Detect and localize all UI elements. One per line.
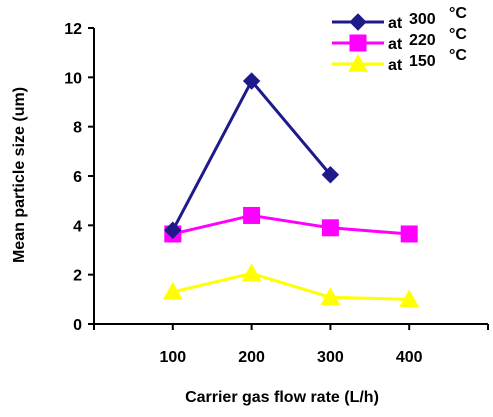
y-tick-label: 0 — [73, 317, 82, 334]
y-axis-title: Mean particle size (um) — [11, 87, 28, 263]
x-axis-title: Carrier gas flow rate (L/h) — [185, 389, 379, 406]
axes — [88, 27, 489, 330]
legend-prefix: at — [388, 36, 403, 53]
data-point — [321, 166, 340, 184]
data-point — [399, 289, 420, 308]
series-line — [172, 213, 410, 236]
legend-prefix: at — [388, 57, 403, 74]
data-point — [242, 72, 261, 90]
x-tick-label: 100 — [159, 349, 186, 366]
data-point — [241, 263, 262, 282]
x-tick-label: 400 — [396, 349, 423, 366]
legend-item: at 300 °C — [332, 5, 467, 32]
legend-prefix: at — [388, 15, 403, 32]
series-300 — [164, 72, 340, 239]
legend-value: 220 — [409, 32, 436, 49]
y-tick-label: 12 — [64, 21, 82, 38]
x-tick-label: 200 — [238, 349, 265, 366]
series-lines — [162, 72, 420, 308]
legend-unit: °C — [449, 26, 467, 43]
legend: at 300 °C at 220 °C at 150 °C — [332, 5, 467, 74]
series-150 — [162, 263, 420, 308]
data-point — [400, 225, 418, 243]
data-point — [320, 287, 341, 306]
legend-marker — [349, 13, 367, 31]
series-line — [172, 271, 410, 301]
legend-unit: °C — [449, 5, 467, 22]
legend-item: at 220 °C — [332, 26, 467, 53]
data-point — [243, 206, 261, 224]
series-220 — [164, 206, 418, 243]
y-tick-label: 4 — [73, 218, 82, 235]
legend-item: at 150 °C — [332, 47, 467, 74]
legend-value: 150 — [409, 53, 436, 70]
x-tick-label: 300 — [317, 349, 344, 366]
data-point — [162, 281, 183, 300]
tick-labels: 0 2 4 6 8 10 12 100 200 300 400 — [64, 21, 422, 366]
legend-unit: °C — [449, 47, 467, 64]
y-tick-label: 10 — [64, 70, 82, 87]
legend-marker — [349, 34, 367, 52]
y-tick-label: 6 — [73, 169, 82, 186]
data-point — [164, 221, 182, 239]
legend-value: 300 — [409, 11, 436, 28]
data-point — [321, 219, 339, 237]
y-tick-label: 2 — [73, 268, 82, 285]
legend-marker — [348, 53, 368, 72]
y-tick-label: 8 — [73, 120, 82, 137]
